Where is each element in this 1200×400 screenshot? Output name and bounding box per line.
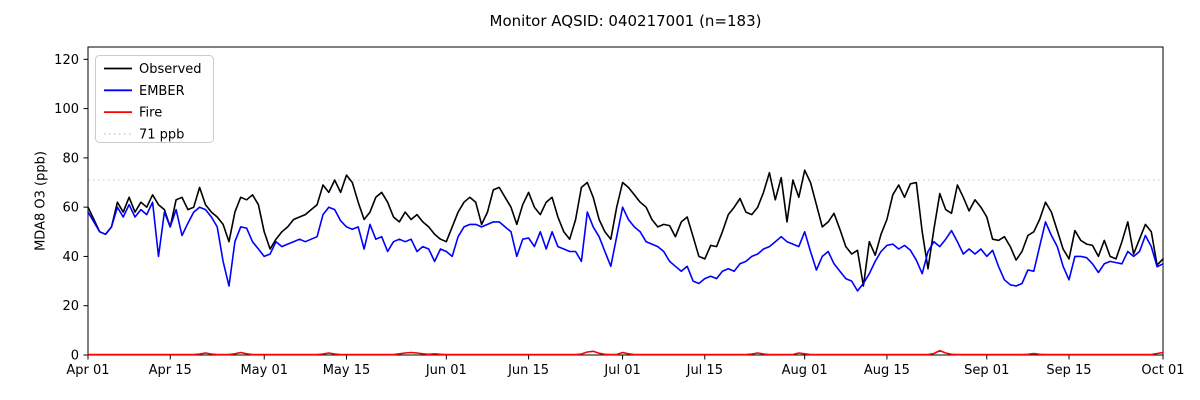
chart-title: Monitor AQSID: 040217001 (n=183) — [489, 12, 762, 30]
y-tick-label: 100 — [54, 102, 79, 117]
legend-label-ember: EMBER — [139, 84, 185, 99]
x-tick-label: May 15 — [323, 363, 371, 378]
x-tick-label: Sep 01 — [964, 363, 1009, 378]
x-tick-label: Aug 15 — [864, 363, 910, 378]
x-tick-label: Jun 01 — [425, 363, 467, 378]
x-tick-label: Aug 01 — [782, 363, 828, 378]
legend-label-observed: Observed — [139, 62, 202, 77]
legend-box — [95, 55, 214, 143]
y-tick-label: 120 — [54, 53, 79, 68]
y-axis-label: MDA8 O3 (ppb) — [33, 151, 49, 251]
legend-label-fire: Fire — [139, 106, 162, 121]
y-tick-label: 20 — [62, 299, 79, 314]
axes-box — [87, 46, 1164, 356]
x-tick-label: Apr 15 — [149, 363, 192, 378]
x-tick-label: Sep 15 — [1046, 363, 1091, 378]
fire-line — [87, 349, 1164, 356]
y-tick-label: 0 — [71, 349, 79, 364]
x-tick-label: May 01 — [240, 363, 288, 378]
x-tick-label: Oct 01 — [1141, 363, 1184, 378]
x-tick-label: Jul 15 — [686, 363, 723, 378]
observed-line — [87, 169, 1164, 287]
x-tick-label: Jul 01 — [603, 363, 640, 378]
legend-label-71-ppb: 71 ppb — [139, 127, 184, 142]
x-tick-label: Apr 01 — [66, 363, 109, 378]
ember-line — [87, 201, 1164, 292]
y-tick-label: 60 — [62, 201, 79, 216]
y-tick-label: 40 — [62, 250, 79, 265]
x-tick-label: Jun 15 — [507, 363, 549, 378]
y-tick-label: 80 — [62, 151, 79, 166]
